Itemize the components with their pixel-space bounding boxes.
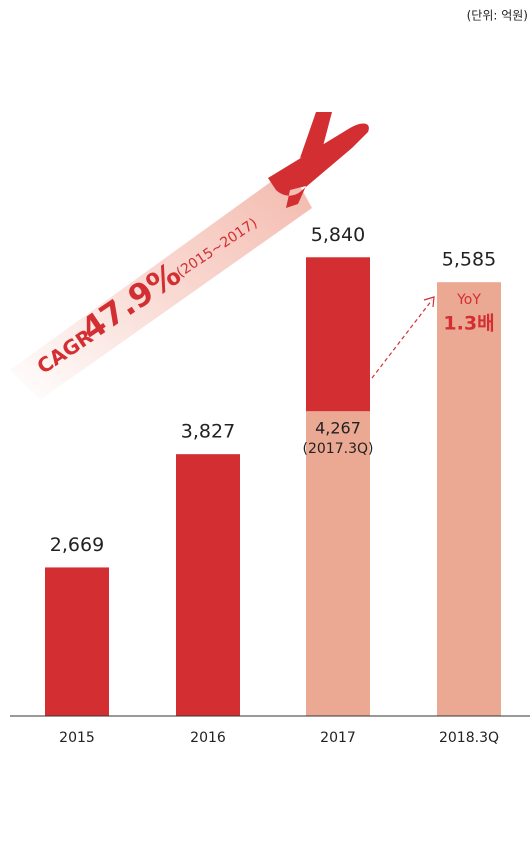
yoy-value: 1.3배: [443, 313, 494, 335]
yoy-label: YoY: [456, 292, 481, 308]
value-label: 5,585: [442, 249, 496, 271]
value-label: 5,840: [311, 224, 365, 246]
x-tick-label: 2018.3Q: [439, 730, 499, 746]
trail: [10, 168, 312, 400]
bar: [176, 454, 240, 716]
x-tick-label: 2017: [320, 730, 356, 746]
value-sublabel: (2017.3Q): [303, 441, 374, 457]
yoy-arrow-head: [423, 296, 435, 308]
value-label: 4,267: [315, 419, 361, 438]
airplane: [268, 112, 369, 208]
bar: [437, 282, 501, 716]
x-tick-label: 2015: [59, 730, 95, 746]
value-label: 3,827: [181, 421, 235, 443]
bar: [306, 411, 370, 716]
x-tick-label: 2016: [190, 730, 226, 746]
bar: [45, 567, 109, 716]
unit-label: (단위: 억원): [467, 9, 528, 23]
cagr-group: CAGR 47.9% (2015~2017): [32, 215, 260, 378]
value-label: 2,669: [50, 534, 104, 556]
yoy-arrow: [371, 299, 433, 379]
